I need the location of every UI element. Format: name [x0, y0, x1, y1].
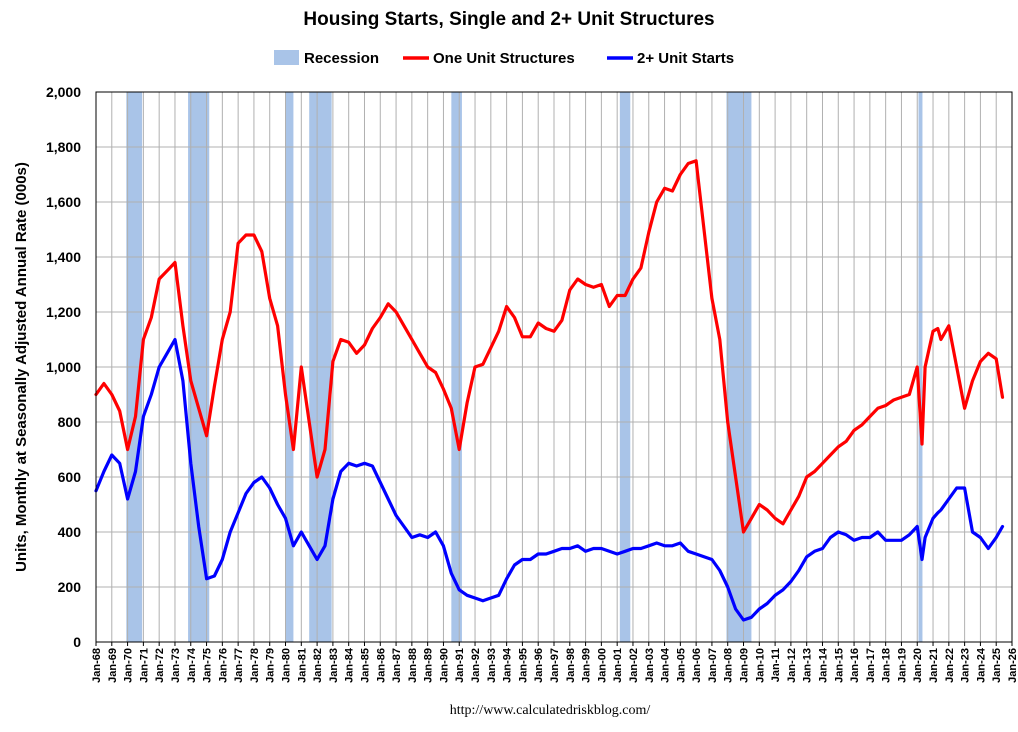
- source-url: http://www.calculatedriskblog.com/: [450, 703, 651, 718]
- x-tick-label: Jan-09: [739, 648, 751, 683]
- x-tick-label: Jan-68: [91, 648, 103, 683]
- x-tick-label: Jan-13: [802, 648, 814, 683]
- x-tick-label: Jan-20: [912, 648, 924, 683]
- y-tick-label: 600: [58, 469, 82, 485]
- x-tick-label: Jan-00: [596, 648, 608, 683]
- x-tick-label: Jan-76: [217, 648, 229, 683]
- x-tick-label: Jan-06: [691, 648, 703, 683]
- x-tick-label: Jan-96: [533, 648, 545, 683]
- x-tick-label: Jan-04: [660, 647, 672, 683]
- x-tick-label: Jan-26: [1007, 648, 1018, 683]
- x-tick-label: Jan-10: [754, 648, 766, 683]
- x-tick-label: Jan-79: [265, 648, 277, 683]
- y-axis-ticks: 0 200 400 600 800 1,000 1,200 1,400 1,600 1,800 2,…: [46, 84, 81, 650]
- x-tick-label: Jan-88: [407, 648, 419, 683]
- y-tick-label: 1,200: [46, 304, 81, 320]
- y-tick-label: 2,000: [46, 84, 81, 100]
- x-tick-label: Jan-72: [154, 648, 166, 683]
- x-tick-label: Jan-11: [770, 648, 782, 682]
- x-tick-label: Jan-03: [644, 648, 656, 683]
- x-tick-label: Jan-90: [438, 648, 450, 683]
- x-tick-label: Jan-75: [202, 648, 214, 683]
- y-tick-label: 1,800: [46, 139, 81, 155]
- x-tick-label: Jan-80: [281, 648, 293, 683]
- x-axis-ticks: Jan-68 Jan-69 Jan-70 Jan-71 Jan-72 Jan-73 Jan-…: [91, 642, 1018, 683]
- legend-label: One Unit Structures: [433, 50, 575, 67]
- y-tick-label: 0: [73, 634, 81, 650]
- x-tick-label: Jan-84: [344, 647, 356, 683]
- x-tick-label: Jan-24: [975, 647, 987, 683]
- x-tick-label: Jan-87: [391, 648, 403, 683]
- y-axis-label: Units, Monthly at Seasonally Adjusted An…: [13, 162, 30, 572]
- x-tick-label: Jan-92: [470, 648, 482, 683]
- x-tick-label: Jan-91: [454, 648, 466, 683]
- x-tick-label: Jan-85: [359, 648, 371, 683]
- x-tick-label: Jan-69: [107, 648, 119, 683]
- x-tick-label: Jan-02: [628, 648, 640, 683]
- x-tick-label: Jan-08: [723, 648, 735, 683]
- legend-label: Recession: [304, 50, 379, 67]
- y-tick-label: 1,600: [46, 194, 81, 210]
- y-tick-label: 1,000: [46, 359, 81, 375]
- x-tick-label: Jan-99: [581, 648, 593, 683]
- x-tick-label: Jan-86: [375, 648, 387, 683]
- x-tick-label: Jan-05: [675, 648, 687, 683]
- y-tick-label: 800: [58, 414, 82, 430]
- x-tick-label: Jan-12: [786, 648, 798, 683]
- x-tick-label: Jan-18: [881, 648, 893, 683]
- x-tick-label: Jan-14: [817, 647, 829, 683]
- x-tick-label: Jan-23: [960, 648, 972, 683]
- x-tick-label: Jan-22: [944, 648, 956, 683]
- x-tick-label: Jan-94: [502, 647, 514, 683]
- x-tick-label: Jan-71: [138, 648, 150, 683]
- x-tick-label: Jan-81: [296, 648, 308, 683]
- x-tick-label: Jan-25: [991, 648, 1003, 683]
- x-tick-label: Jan-07: [707, 648, 719, 683]
- x-tick-label: Jan-17: [865, 648, 877, 683]
- legend: Recession One Unit Structures 2+ Unit Star…: [274, 50, 734, 67]
- x-tick-label: Jan-83: [328, 648, 340, 683]
- x-tick-label: Jan-74: [186, 647, 198, 683]
- legend-swatch-recession: [274, 50, 299, 65]
- series-line-one-unit-structures: [94, 159, 1005, 534]
- chart-title: Housing Starts, Single and 2+ Unit Struc…: [303, 9, 714, 30]
- series-lines: [94, 159, 1005, 622]
- x-tick-label: Jan-70: [123, 648, 135, 683]
- x-tick-label: Jan-89: [423, 648, 435, 683]
- x-tick-label: Jan-15: [833, 648, 845, 683]
- x-tick-label: Jan-19: [896, 648, 908, 683]
- x-tick-label: Jan-78: [249, 648, 261, 683]
- x-tick-label: Jan-95: [517, 648, 529, 683]
- x-tick-label: Jan-97: [549, 648, 561, 683]
- y-tick-label: 200: [58, 579, 82, 595]
- legend-label: 2+ Unit Starts: [637, 50, 734, 67]
- y-tick-label: 400: [58, 524, 82, 540]
- x-tick-label: Jan-16: [849, 648, 861, 683]
- x-tick-label: Jan-93: [486, 648, 498, 683]
- series-line-two-plus-unit-starts: [94, 337, 1005, 622]
- y-tick-label: 1,400: [46, 249, 81, 265]
- plot-area: [94, 91, 1013, 643]
- x-tick-label: Jan-73: [170, 648, 182, 683]
- x-tick-label: Jan-77: [233, 648, 245, 683]
- x-tick-label: Jan-98: [565, 648, 577, 683]
- x-tick-label: Jan-82: [312, 648, 324, 683]
- x-tick-label: Jan-21: [928, 648, 940, 683]
- x-tick-label: Jan-01: [612, 648, 624, 683]
